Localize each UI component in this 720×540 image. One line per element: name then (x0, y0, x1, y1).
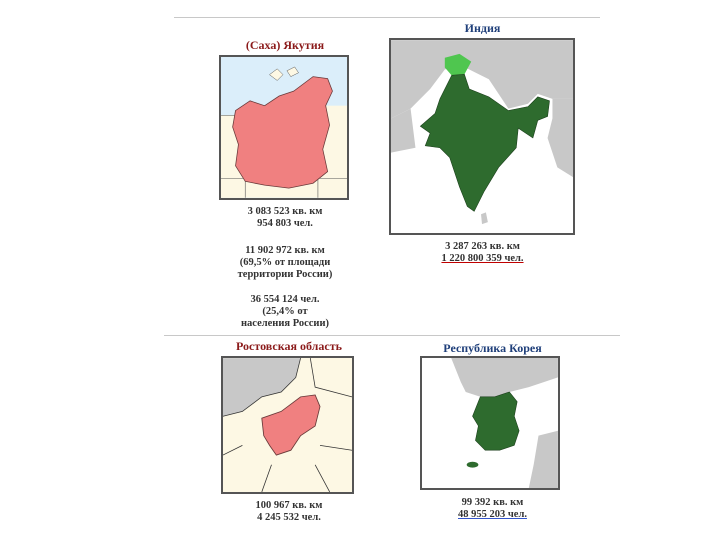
rostov-map (221, 356, 354, 494)
neighbor-country-west (391, 108, 416, 153)
russia-area-value: 11 902 972 кв. км (245, 245, 325, 256)
russia-population-value: 36 554 124 чел. (250, 294, 320, 305)
russia-area-share: (69,5% от площади (239, 257, 331, 268)
middle-divider (164, 335, 620, 336)
india-country (419, 74, 550, 212)
north-korea (451, 358, 558, 397)
region-borders (223, 358, 352, 492)
yakutia-region (232, 76, 333, 189)
russia-population-note: населения России) (240, 318, 330, 329)
rostov-map-svg (223, 358, 352, 492)
sri-lanka (481, 212, 488, 225)
india-population: 1 220 800 359 чел. (441, 253, 524, 264)
neighbor-countries-east (547, 98, 573, 178)
top-divider (174, 17, 600, 18)
yakutia-title: (Саха) Якутия (245, 38, 325, 52)
neighbor-countries-north (391, 40, 573, 119)
kashmir-region (444, 53, 472, 76)
india-title: Индия (464, 21, 501, 35)
japan (528, 430, 558, 488)
south-korea (472, 391, 520, 451)
korea-population: 48 955 203 чел. (458, 509, 527, 520)
rostov-title: Ростовская область (236, 339, 342, 353)
yakutia-map (219, 55, 349, 200)
arctic-islands (269, 66, 299, 81)
korea-map (420, 356, 560, 490)
neighbor-region-south (221, 178, 347, 198)
russia-area-note: территории России) (237, 269, 333, 280)
korea-map-svg (451, 358, 558, 488)
rostov-population: 4 245 532 чел. (257, 512, 321, 523)
india-map (389, 38, 575, 235)
russia-population-share: (25,4% от (262, 306, 308, 317)
korea-title: Республика Корея (443, 341, 542, 355)
neighbor-country-ukraine (223, 358, 301, 417)
rostov-area: 100 967 кв. км (255, 500, 323, 511)
india-area: 3 287 263 кв. км (445, 241, 520, 252)
korea-area: 99 392 кв. км (461, 497, 524, 508)
yakutia-population: 954 803 чел. (257, 218, 313, 229)
rostov-region (261, 394, 321, 456)
yakutia-area: 3 083 523 кв. км (247, 206, 323, 217)
yakutia-map-svg (221, 66, 347, 198)
jeju-island (466, 461, 479, 468)
india-map-svg (391, 40, 573, 225)
